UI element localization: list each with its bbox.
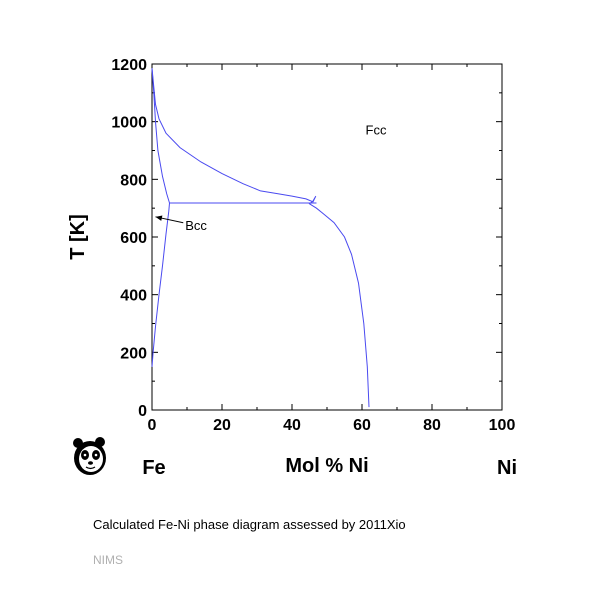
x-tick-label: 40 xyxy=(283,417,301,434)
figure-caption: Calculated Fe-Ni phase diagram assessed … xyxy=(93,517,406,532)
y-tick-label: 200 xyxy=(120,345,147,362)
x-tick-labels: 0 20 40 60 80 100 xyxy=(148,417,516,434)
region-label-fcc: Fcc xyxy=(366,123,387,138)
y-tick-label: 1000 xyxy=(111,115,147,132)
source-credit: NIMS xyxy=(93,553,123,567)
region-label-bcc: Bcc xyxy=(185,218,207,233)
y-tick-label: 0 xyxy=(138,403,147,420)
x-axis-left-end-label: Fe xyxy=(142,457,165,479)
x-axis-right-end-label: Ni xyxy=(497,457,517,479)
y-tick-label: 400 xyxy=(120,288,147,305)
y-tick-label: 600 xyxy=(120,230,147,247)
x-tick-label: 20 xyxy=(213,417,231,434)
y-axis-title: T [K] xyxy=(67,214,89,260)
x-tick-label: 0 xyxy=(148,417,157,434)
phase-boundary-line-1 xyxy=(151,68,370,408)
panda-logo-icon xyxy=(73,437,106,475)
x-axis-title: Mol % Ni xyxy=(285,455,368,477)
region-labels: Fcc Bcc xyxy=(155,123,387,233)
y-tick-labels: 0 200 400 600 800 1000 1200 xyxy=(111,57,147,420)
plot-frame xyxy=(151,63,503,411)
y-tick-label: 800 xyxy=(120,172,147,189)
phase-boundary-line-2 xyxy=(151,68,171,367)
x-tick-label: 60 xyxy=(353,417,371,434)
x-tick-label: 80 xyxy=(423,417,441,434)
x-tick-label: 100 xyxy=(489,417,516,434)
y-tick-label: 1200 xyxy=(111,57,147,74)
region-pointer-arrowhead xyxy=(155,215,163,221)
series-lines xyxy=(151,68,370,408)
tick-marks xyxy=(151,63,503,411)
